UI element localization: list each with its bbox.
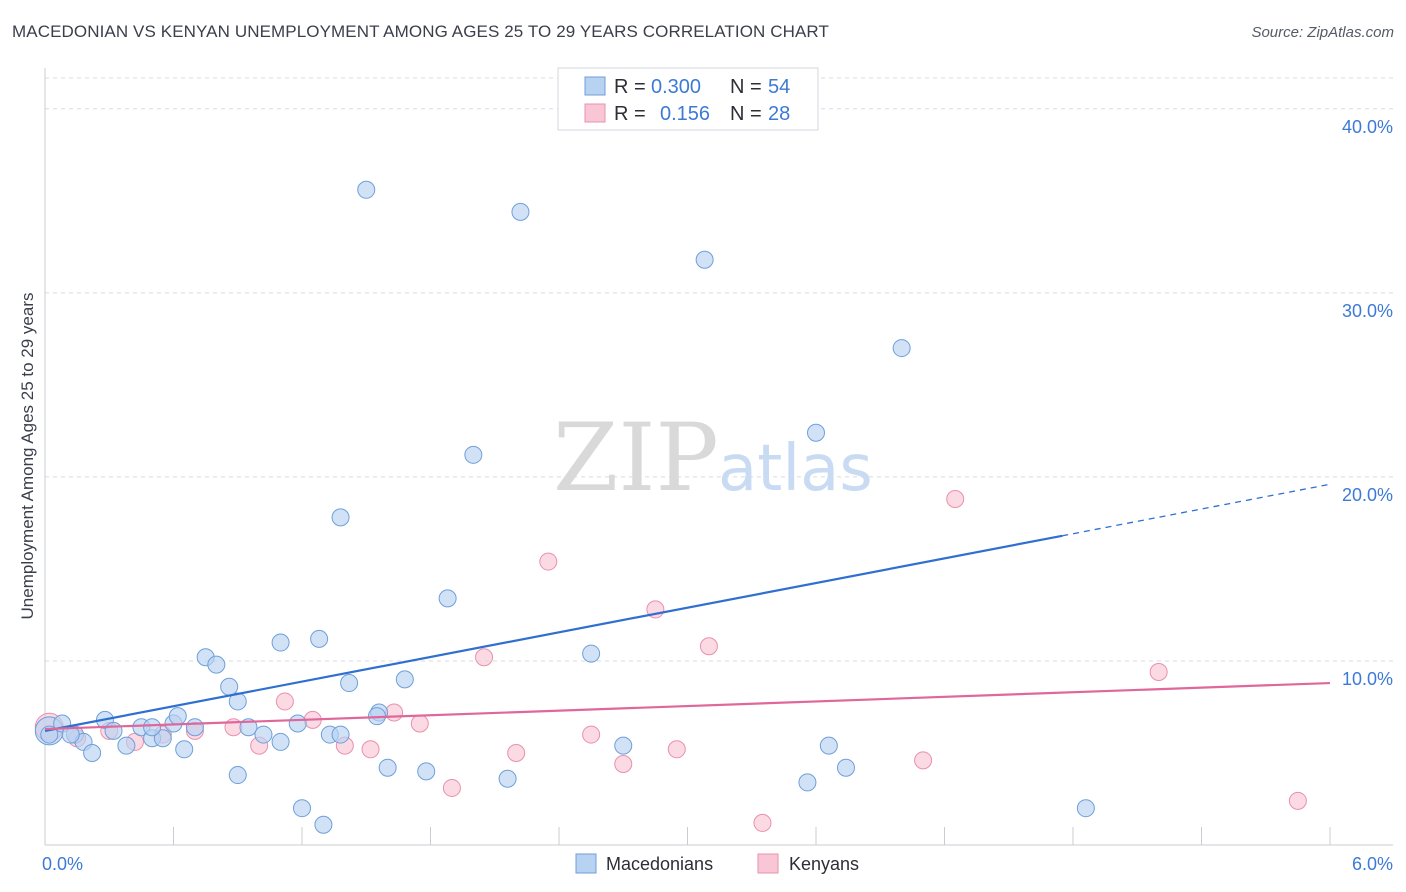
source-label: Source: ZipAtlas.com	[1251, 24, 1394, 41]
legend-macedonians-n-label: N =	[730, 76, 762, 98]
macedonians-point	[836, 758, 855, 777]
macedonians-point	[254, 725, 273, 744]
kenyans-point	[539, 552, 558, 571]
watermark: ZIP atlas	[553, 404, 873, 513]
macedonians-point	[614, 736, 633, 755]
y-axis-title: Unemployment Among Ages 25 to 29 years	[18, 293, 37, 620]
watermark-atlas: atlas	[718, 432, 873, 506]
macedonians-point	[438, 589, 457, 608]
bottom-legend-macedonians-swatch	[575, 853, 597, 874]
watermark-zip: ZIP	[553, 404, 719, 513]
macedonians-point	[83, 743, 102, 762]
macedonians-point	[331, 508, 350, 527]
legend-macedonians-r-value: 0.300	[651, 76, 701, 98]
chart-title: MACEDONIAN VS KENYAN UNEMPLOYMENT AMONG …	[12, 22, 829, 41]
macedonians-point	[395, 670, 414, 689]
macedonians-point	[117, 736, 136, 755]
macedonians-point	[331, 725, 350, 744]
legend: R = 0.300 N = 54 R = 0.156 N = 28	[557, 67, 819, 131]
legend-kenyans-r-label: R =	[614, 103, 646, 125]
macedonians-point	[271, 732, 290, 751]
kenyans-point	[582, 725, 601, 744]
macedonians-point	[185, 718, 204, 737]
trend-layer	[44, 483, 1331, 732]
macedonians-point	[798, 773, 817, 792]
macedonians-point	[819, 736, 838, 755]
macedonians-point	[892, 339, 911, 358]
legend-macedonians-swatch	[584, 76, 606, 96]
macedonians-point	[310, 629, 329, 648]
macedonians-point	[1076, 799, 1095, 818]
kenyans-point	[753, 813, 772, 832]
x-tick-label: 0.0%	[42, 854, 83, 874]
legend-kenyans-n-value: 28	[768, 103, 790, 125]
legend-macedonians-n-value: 54	[768, 76, 790, 98]
axes-layer: 10.0% 20.0% 30.0% 40.0% 0.0% 6.0%	[42, 68, 1393, 874]
kenyans-point	[614, 755, 633, 774]
kenyans-point	[1149, 662, 1168, 681]
macedonians-point	[228, 766, 247, 785]
macedonians-point	[417, 762, 436, 781]
macedonians-point	[582, 644, 601, 663]
y-tick-label: 40.0%	[1342, 117, 1393, 137]
macedonians-point	[293, 799, 311, 818]
macedonians-trend-line	[44, 534, 1063, 732]
kenyans-point	[1288, 791, 1307, 810]
macedonians-point	[464, 445, 483, 464]
macedonians-point	[695, 250, 714, 269]
macedonians-point	[288, 714, 307, 733]
kenyans-point	[946, 489, 965, 508]
legend-kenyans-swatch	[584, 103, 606, 123]
macedonians-point	[143, 718, 162, 737]
macedonians-point	[357, 180, 376, 199]
bottom-legend: Macedonians Kenyans	[575, 853, 859, 874]
legend-macedonians-r-label: R =	[614, 76, 646, 98]
legend-kenyans-r-value: 0.156	[660, 103, 710, 125]
bottom-legend-kenyans-label: Kenyans	[789, 854, 859, 874]
macedonians-point	[168, 707, 187, 726]
macedonians-point	[340, 674, 359, 693]
macedonians-point	[104, 721, 123, 740]
kenyans-point	[361, 740, 380, 759]
bottom-legend-macedonians-label: Macedonians	[606, 854, 713, 874]
kenyans-point	[442, 778, 461, 797]
kenyans-trend-line	[44, 681, 1331, 731]
legend-kenyans-n-label: N =	[730, 103, 762, 125]
kenyans-point	[475, 648, 494, 667]
macedonians-point	[314, 815, 333, 834]
y-tick-label: 30.0%	[1342, 301, 1393, 321]
kenyans-point	[667, 740, 686, 759]
y-tick-label: 10.0%	[1342, 669, 1393, 689]
macedonians-point	[511, 202, 530, 221]
x-tick-label: 6.0%	[1352, 854, 1393, 874]
kenyans-point	[914, 751, 933, 770]
macedonians-point	[498, 769, 517, 788]
kenyans-point	[507, 743, 526, 762]
bottom-legend-kenyans-swatch	[757, 853, 779, 874]
macedonians-point	[207, 655, 226, 674]
kenyans-point	[410, 714, 429, 733]
macedonians-point	[807, 423, 825, 442]
macedonians-point	[378, 758, 397, 777]
grid-layer	[45, 77, 1393, 662]
y-tick-label: 20.0%	[1342, 485, 1393, 505]
macedonians-point	[175, 740, 194, 759]
kenyans-point	[385, 703, 404, 722]
macedonians-point	[153, 729, 172, 748]
macedonians-point	[271, 633, 290, 652]
macedonians-point	[220, 677, 239, 696]
kenyans-point	[699, 637, 718, 656]
kenyans-point	[275, 692, 294, 711]
macedonians-trend-extension	[1062, 483, 1331, 537]
